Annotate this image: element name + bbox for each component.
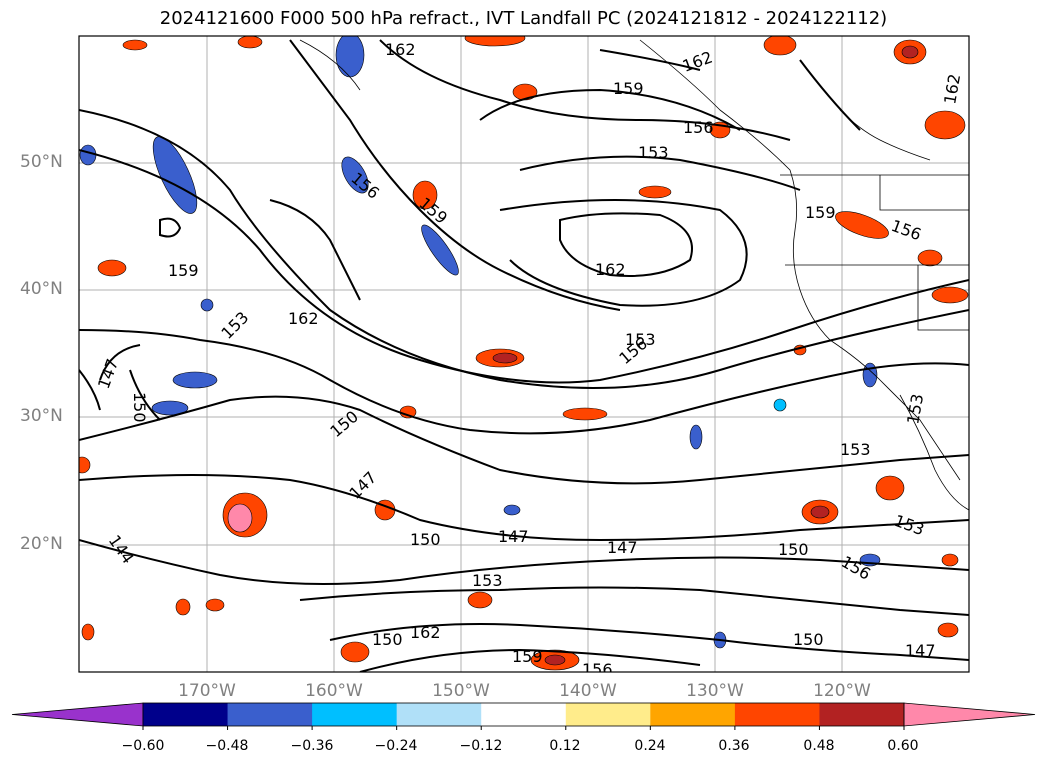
- contour-label: 159: [512, 647, 543, 666]
- latitude-label: 50°N: [20, 152, 63, 172]
- colorbar-segment: [227, 703, 313, 726]
- colorbar-tick-label: −0.24: [374, 738, 418, 754]
- contour-label: 147: [905, 641, 936, 660]
- contour-label: 156: [683, 118, 714, 137]
- colorbar-tick-label: 0.60: [887, 738, 919, 754]
- colorbar-tick-label: −0.36: [290, 738, 334, 754]
- contour-label: 153: [840, 440, 871, 459]
- latitude-label: 20°N: [20, 534, 63, 554]
- longitude-label: 160°W: [305, 681, 363, 701]
- contour-label: 159: [613, 79, 644, 98]
- longitude-label: 120°W: [813, 681, 871, 701]
- contour-label: 156: [582, 660, 613, 679]
- contour-label: 150: [778, 540, 809, 559]
- contour-label: 162: [595, 260, 626, 279]
- contour-label: 162: [288, 309, 319, 328]
- colorbar-segment: [819, 703, 905, 726]
- contour-label: 147: [498, 527, 529, 546]
- latitude-label: 30°N: [20, 406, 63, 426]
- contour-label: 153: [625, 330, 656, 349]
- longitude-label: 130°W: [686, 681, 744, 701]
- height-contours: [79, 39, 969, 672]
- contour-label: 147: [607, 538, 638, 557]
- colorbar-segment: [650, 703, 736, 726]
- contour-label: 150: [130, 392, 149, 423]
- colorbar-segment: [312, 703, 398, 726]
- contour-label: 162: [385, 40, 416, 59]
- colorbar: [11, 702, 1036, 730]
- refractivity-anomaly-fill: [79, 36, 969, 671]
- longitude-label: 140°W: [559, 681, 617, 701]
- map-title: 2024121600 F000 500 hPa refract., IVT La…: [159, 8, 888, 29]
- colorbar-tick-label: 0.12: [549, 738, 581, 754]
- colorbar-tick-label: −0.12: [459, 738, 503, 754]
- contour-label: 150: [793, 630, 824, 649]
- coastlines: [299, 39, 969, 511]
- colorbar-segment: [143, 703, 229, 726]
- colorbar-tick-label: 0.48: [803, 738, 835, 754]
- colorbar-tick-label: 0.24: [634, 738, 666, 754]
- contour-label: 150: [372, 630, 403, 649]
- colorbar-border: [142, 702, 905, 727]
- longitude-label: 150°W: [432, 681, 490, 701]
- colorbar-tick-label: 0.36: [718, 738, 750, 754]
- colorbar-segment: [481, 703, 567, 726]
- longitude-label: 170°W: [178, 681, 236, 701]
- contour-label: 153: [638, 143, 669, 162]
- contour-label: 159: [168, 261, 199, 280]
- colorbar-segment: [396, 703, 482, 726]
- map-panel: [79, 36, 969, 672]
- colorbar-segment: [565, 703, 651, 726]
- graticule: [79, 36, 969, 672]
- contour-label: 150: [410, 530, 441, 549]
- latitude-label: 40°N: [20, 279, 63, 299]
- colorbar-tick-label: −0.60: [121, 738, 165, 754]
- map-frame: [78, 35, 970, 673]
- colorbar-extend-high: [903, 702, 1036, 727]
- contour-label: 162: [410, 623, 441, 642]
- contour-label: 153: [472, 571, 503, 590]
- colorbar-segment: [734, 703, 820, 726]
- colorbar-tick-label: −0.48: [205, 738, 249, 754]
- contour-label: 159: [805, 203, 836, 222]
- contour-label-group: 162 162 159 153 156 159 156 162 159 162 …: [94, 40, 964, 679]
- colorbar-extend-low: [11, 702, 144, 727]
